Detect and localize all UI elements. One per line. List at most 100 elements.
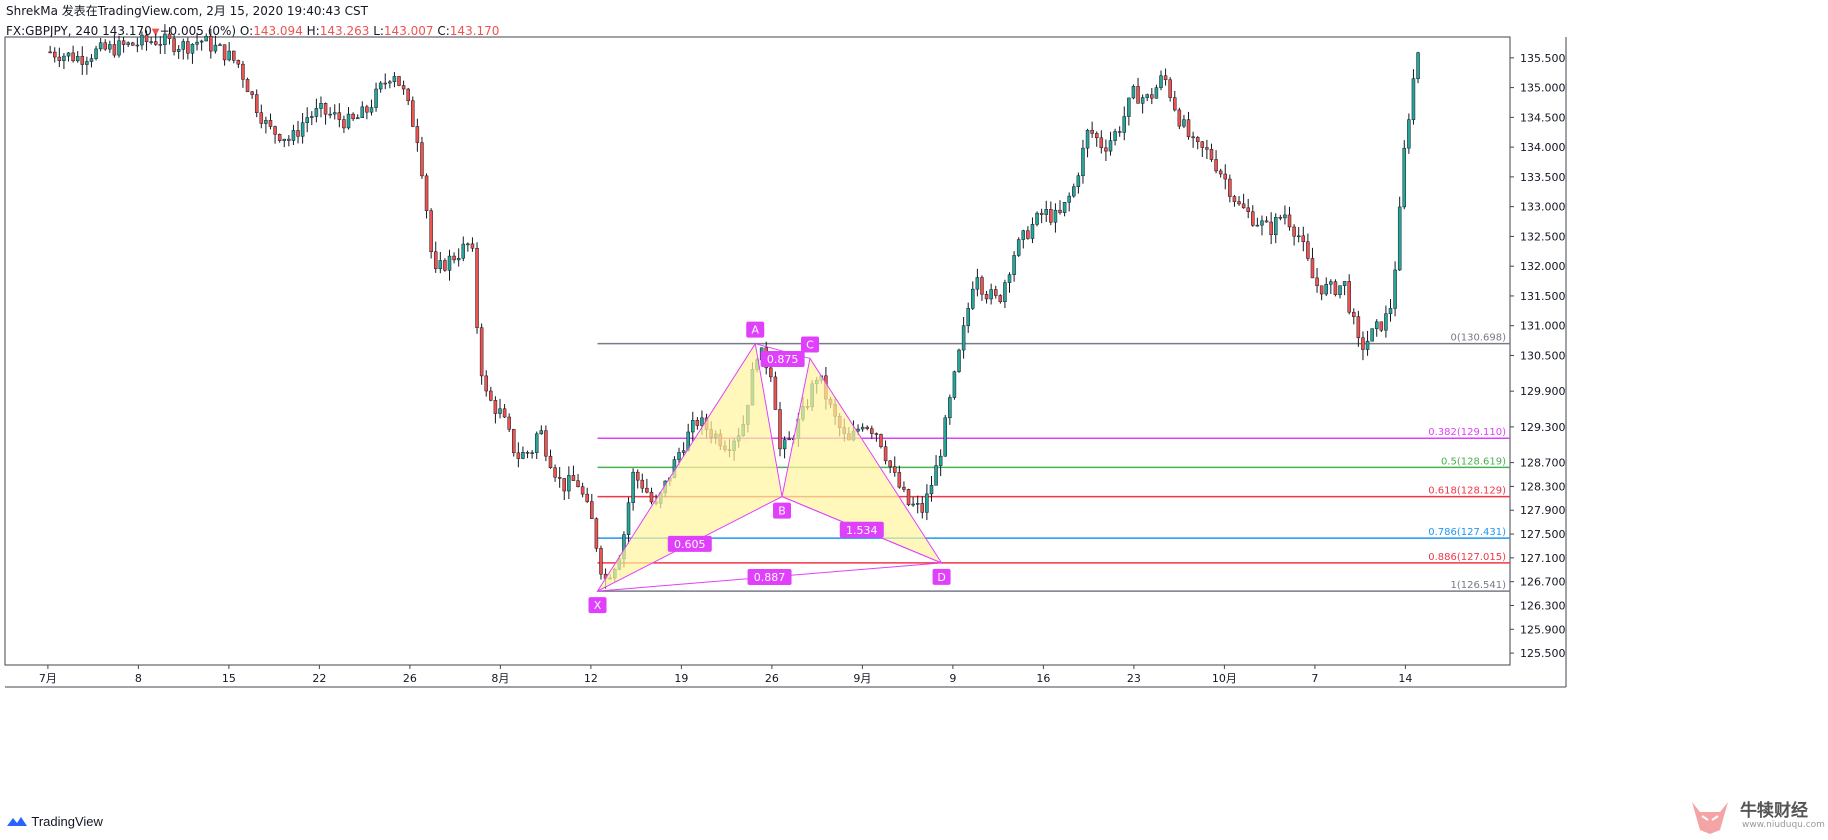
x-tick-label: 19 bbox=[674, 672, 688, 685]
candle-body bbox=[1168, 79, 1172, 98]
candle-body bbox=[971, 288, 975, 309]
candle-body bbox=[1255, 224, 1260, 227]
candle-body bbox=[1278, 217, 1283, 219]
candle-body bbox=[1269, 221, 1273, 236]
y-tick-label: 133.500 bbox=[1520, 171, 1566, 184]
candle-body bbox=[998, 295, 1003, 302]
candle-body bbox=[121, 40, 126, 45]
candle-body bbox=[498, 408, 502, 414]
candle-body bbox=[195, 41, 199, 45]
y-tick-label: 134.500 bbox=[1520, 111, 1566, 124]
candle-body bbox=[112, 44, 117, 56]
candle-body bbox=[590, 501, 594, 519]
x-tick-label: 26 bbox=[765, 672, 779, 685]
candle-body bbox=[1347, 281, 1351, 313]
candle-body bbox=[860, 426, 865, 430]
candle-body bbox=[374, 88, 378, 108]
candle-body bbox=[948, 397, 952, 419]
candle-body bbox=[1292, 226, 1296, 237]
candle-body bbox=[1053, 209, 1058, 223]
candle-body bbox=[484, 375, 488, 392]
candle-body bbox=[865, 426, 869, 429]
x-tick-label: 9 bbox=[949, 672, 956, 685]
candle-body bbox=[516, 452, 521, 459]
tradingview-logo[interactable]: TradingView bbox=[6, 814, 103, 829]
candle-body bbox=[149, 41, 153, 43]
candle-body bbox=[984, 293, 989, 300]
candle-body bbox=[911, 503, 915, 506]
close-value: 143.170 bbox=[449, 24, 500, 38]
candle-body bbox=[250, 91, 254, 95]
candle-body bbox=[635, 471, 640, 481]
candle-body bbox=[557, 476, 562, 479]
candle-body bbox=[1113, 131, 1117, 141]
candle-body bbox=[103, 42, 107, 50]
candle-body bbox=[1016, 239, 1021, 256]
candle-body bbox=[580, 486, 585, 495]
plot-frame bbox=[4, 36, 1511, 666]
candle-body bbox=[1081, 147, 1085, 176]
candle-body bbox=[1379, 321, 1384, 331]
high-label: H: bbox=[306, 24, 320, 38]
candle-body bbox=[1117, 131, 1122, 133]
candle-body bbox=[1039, 212, 1044, 215]
candle-body bbox=[576, 480, 580, 488]
candle-body bbox=[902, 486, 906, 490]
brand-title: 牛犊财经 bbox=[1740, 801, 1808, 821]
y-tick-label: 127.900 bbox=[1520, 504, 1566, 517]
y-tick-label: 132.500 bbox=[1520, 230, 1566, 243]
candle-body bbox=[1067, 195, 1071, 203]
candle-body bbox=[1191, 136, 1195, 139]
candle-body bbox=[1338, 285, 1342, 296]
candle-body bbox=[181, 41, 186, 50]
candle-body bbox=[466, 243, 470, 246]
candle-body bbox=[1306, 241, 1310, 259]
candle-body bbox=[1104, 147, 1108, 152]
candle-body bbox=[512, 429, 516, 454]
candle-body bbox=[952, 371, 957, 398]
candle-body bbox=[1310, 258, 1315, 279]
candle-body bbox=[1342, 281, 1347, 286]
candle-body bbox=[534, 433, 539, 453]
x-tick-label: 14 bbox=[1398, 672, 1412, 685]
candle-body bbox=[259, 112, 264, 124]
x-tick-label: 15 bbox=[222, 672, 236, 685]
candle-body bbox=[530, 452, 534, 454]
y-tick-label: 132.000 bbox=[1520, 260, 1566, 273]
publisher-line: ShrekMa 发表在TradingView.com, 2月 15, 2020 … bbox=[6, 4, 368, 18]
candle-body bbox=[80, 56, 85, 65]
candle-body bbox=[1374, 321, 1379, 329]
candle-body bbox=[433, 251, 438, 270]
candle-body bbox=[1186, 119, 1191, 138]
last-price: 143.170 bbox=[102, 24, 152, 38]
candle-body bbox=[319, 103, 323, 109]
candle-body bbox=[1136, 86, 1140, 104]
candle-body bbox=[94, 48, 98, 59]
candle-body bbox=[1076, 175, 1081, 187]
candle-body bbox=[365, 106, 369, 113]
brand-subtitle: www.niuduqu.com bbox=[1742, 820, 1825, 830]
fib-level-label: 1(126.541) bbox=[1450, 580, 1506, 591]
fib-level-label: 0.5(128.619) bbox=[1441, 456, 1506, 467]
candle-body bbox=[1173, 97, 1177, 111]
open-label: O: bbox=[239, 24, 254, 38]
candle-body bbox=[507, 416, 511, 430]
x-tick-label: 9月 bbox=[853, 672, 871, 685]
candle-body bbox=[773, 376, 778, 410]
symbol-label: FX:GBPJPY, 240 bbox=[6, 24, 99, 38]
x-tick-label: 12 bbox=[584, 672, 598, 685]
candle-body bbox=[62, 55, 66, 61]
candle-body bbox=[378, 82, 383, 90]
candle-body bbox=[172, 38, 176, 52]
brand-watermark: 牛犊财经 www.niuduqu.com bbox=[1686, 796, 1826, 836]
candle-body bbox=[893, 466, 897, 473]
candle-body bbox=[1099, 137, 1104, 149]
candle-body bbox=[1030, 224, 1035, 239]
x-tick-label: 10月 bbox=[1212, 672, 1237, 685]
candle-body bbox=[649, 491, 654, 503]
fib-level-label: 0.618(128.129) bbox=[1428, 486, 1506, 497]
candle-body bbox=[176, 49, 181, 52]
candle-body bbox=[204, 36, 208, 42]
candle-body bbox=[1283, 214, 1287, 219]
